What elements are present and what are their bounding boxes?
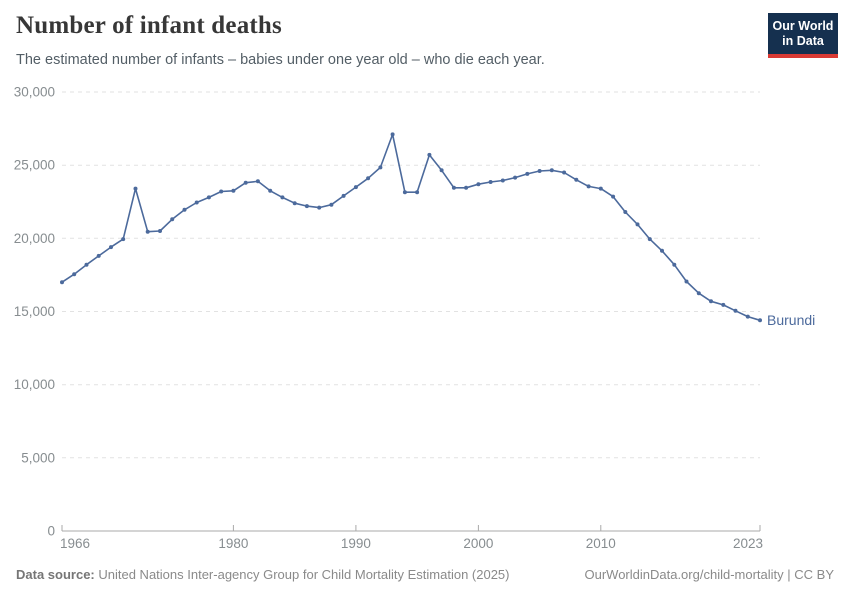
data-source-label: Data source: bbox=[16, 567, 95, 582]
license-text: CC BY bbox=[794, 567, 834, 582]
chart-subtitle: The estimated number of infants – babies… bbox=[16, 52, 545, 68]
svg-text:1990: 1990 bbox=[341, 536, 371, 551]
svg-text:1980: 1980 bbox=[218, 536, 248, 551]
svg-text:Burundi: Burundi bbox=[767, 312, 815, 328]
svg-text:5,000: 5,000 bbox=[21, 450, 55, 465]
owid-logo-line1: Our World bbox=[772, 19, 834, 33]
svg-text:20,000: 20,000 bbox=[14, 231, 55, 246]
svg-text:10,000: 10,000 bbox=[14, 377, 55, 392]
data-source-note: Data source: United Nations Inter-agency… bbox=[16, 567, 510, 582]
svg-text:2000: 2000 bbox=[463, 536, 493, 551]
svg-text:1966: 1966 bbox=[60, 536, 90, 551]
page-title: Number of infant deaths bbox=[16, 12, 282, 39]
footer-separator: | bbox=[783, 567, 795, 582]
svg-text:2023: 2023 bbox=[733, 536, 763, 551]
svg-text:2010: 2010 bbox=[586, 536, 616, 551]
svg-text:25,000: 25,000 bbox=[14, 158, 55, 173]
svg-text:15,000: 15,000 bbox=[14, 304, 55, 319]
chart-footer: Data source: United Nations Inter-agency… bbox=[16, 567, 834, 582]
owid-logo[interactable]: Our World in Data bbox=[768, 13, 838, 58]
data-source-text: United Nations Inter-agency Group for Ch… bbox=[94, 567, 510, 582]
svg-text:0: 0 bbox=[47, 524, 55, 539]
footer-link[interactable]: OurWorldinData.org/child-mortality bbox=[584, 567, 784, 582]
svg-text:30,000: 30,000 bbox=[14, 85, 55, 100]
footer-attribution: OurWorldinData.org/child-mortality | CC … bbox=[584, 567, 834, 582]
owid-logo-line2: in Data bbox=[782, 34, 824, 48]
